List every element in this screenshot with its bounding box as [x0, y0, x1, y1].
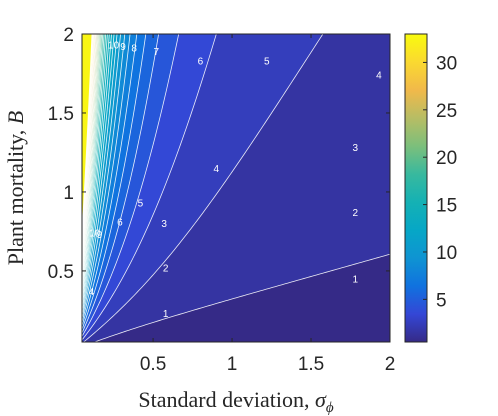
- contour-label: 4: [89, 287, 95, 298]
- contour-line: [82, 34, 180, 337]
- colorbar-tick-label: 30: [436, 53, 457, 74]
- contour-label: 5: [264, 56, 270, 67]
- colorbar-tick-label: 10: [436, 243, 457, 264]
- x-axis-label-subscript: ϕ: [326, 400, 334, 416]
- contour-label: 3: [352, 143, 358, 154]
- y-axis-label-text: Plant mortality,: [3, 124, 28, 265]
- contour-label: 4: [376, 71, 382, 82]
- contour-label: 10: [108, 41, 120, 52]
- contour-line: [82, 34, 147, 330]
- x-axis-label-symbol: σ: [315, 387, 327, 412]
- x-axis-ticks: 0.5 1 1.5 2: [140, 34, 395, 375]
- contour-label: 1: [163, 309, 169, 320]
- contour-label: 2: [163, 263, 169, 274]
- x-tick-label: 1.5: [298, 354, 324, 375]
- y-axis-label-symbol: B: [3, 111, 28, 124]
- contour-label: 10: [89, 229, 101, 240]
- colorbar-tick-label: 15: [436, 196, 457, 217]
- x-axis-label-text: Standard deviation,: [138, 387, 315, 412]
- contour-label: 6: [198, 56, 204, 67]
- contour-line: [82, 34, 138, 326]
- y-axis-ticks: 0.5 1 1.5 2: [48, 25, 390, 283]
- contour-label: 4: [213, 164, 219, 175]
- contour-label: 7: [153, 47, 159, 58]
- contour-label: 6: [117, 217, 123, 228]
- contour-label: 2: [352, 208, 358, 219]
- x-tick-label: 1: [227, 354, 238, 375]
- y-tick-label: 1.5: [48, 104, 74, 125]
- contour-label: 9: [97, 230, 103, 241]
- y-tick-label: 0.5: [48, 262, 74, 283]
- contour-line: [93, 253, 390, 342]
- y-axis-label: Plant mortality, B: [3, 111, 28, 265]
- contour-label: 3: [161, 219, 167, 230]
- colorbar-tick-label: 20: [436, 148, 457, 169]
- y-tick-label: 2: [63, 25, 74, 46]
- contour-label: 8: [131, 44, 137, 55]
- contour-label: 9: [120, 42, 126, 53]
- contour-label: 5: [138, 199, 144, 210]
- x-tick-label: 2: [385, 354, 396, 375]
- colorbar-ticks: 5 10 15 20 25 30: [423, 53, 457, 311]
- x-axis-label: Standard deviation, σϕ: [138, 387, 333, 416]
- contour-line: [82, 34, 160, 334]
- plot-frame: [81, 33, 391, 343]
- y-tick-label: 1: [63, 183, 74, 204]
- colorbar: [404, 33, 428, 343]
- colorbar-tick-label: 25: [436, 101, 457, 122]
- x-tick-label: 0.5: [140, 354, 166, 375]
- contour-lines: [82, 34, 390, 342]
- contour-line: [82, 34, 217, 341]
- contour-line: [83, 34, 324, 342]
- contour-label: 1: [352, 274, 358, 285]
- colorbar-tick-label: 5: [436, 290, 447, 311]
